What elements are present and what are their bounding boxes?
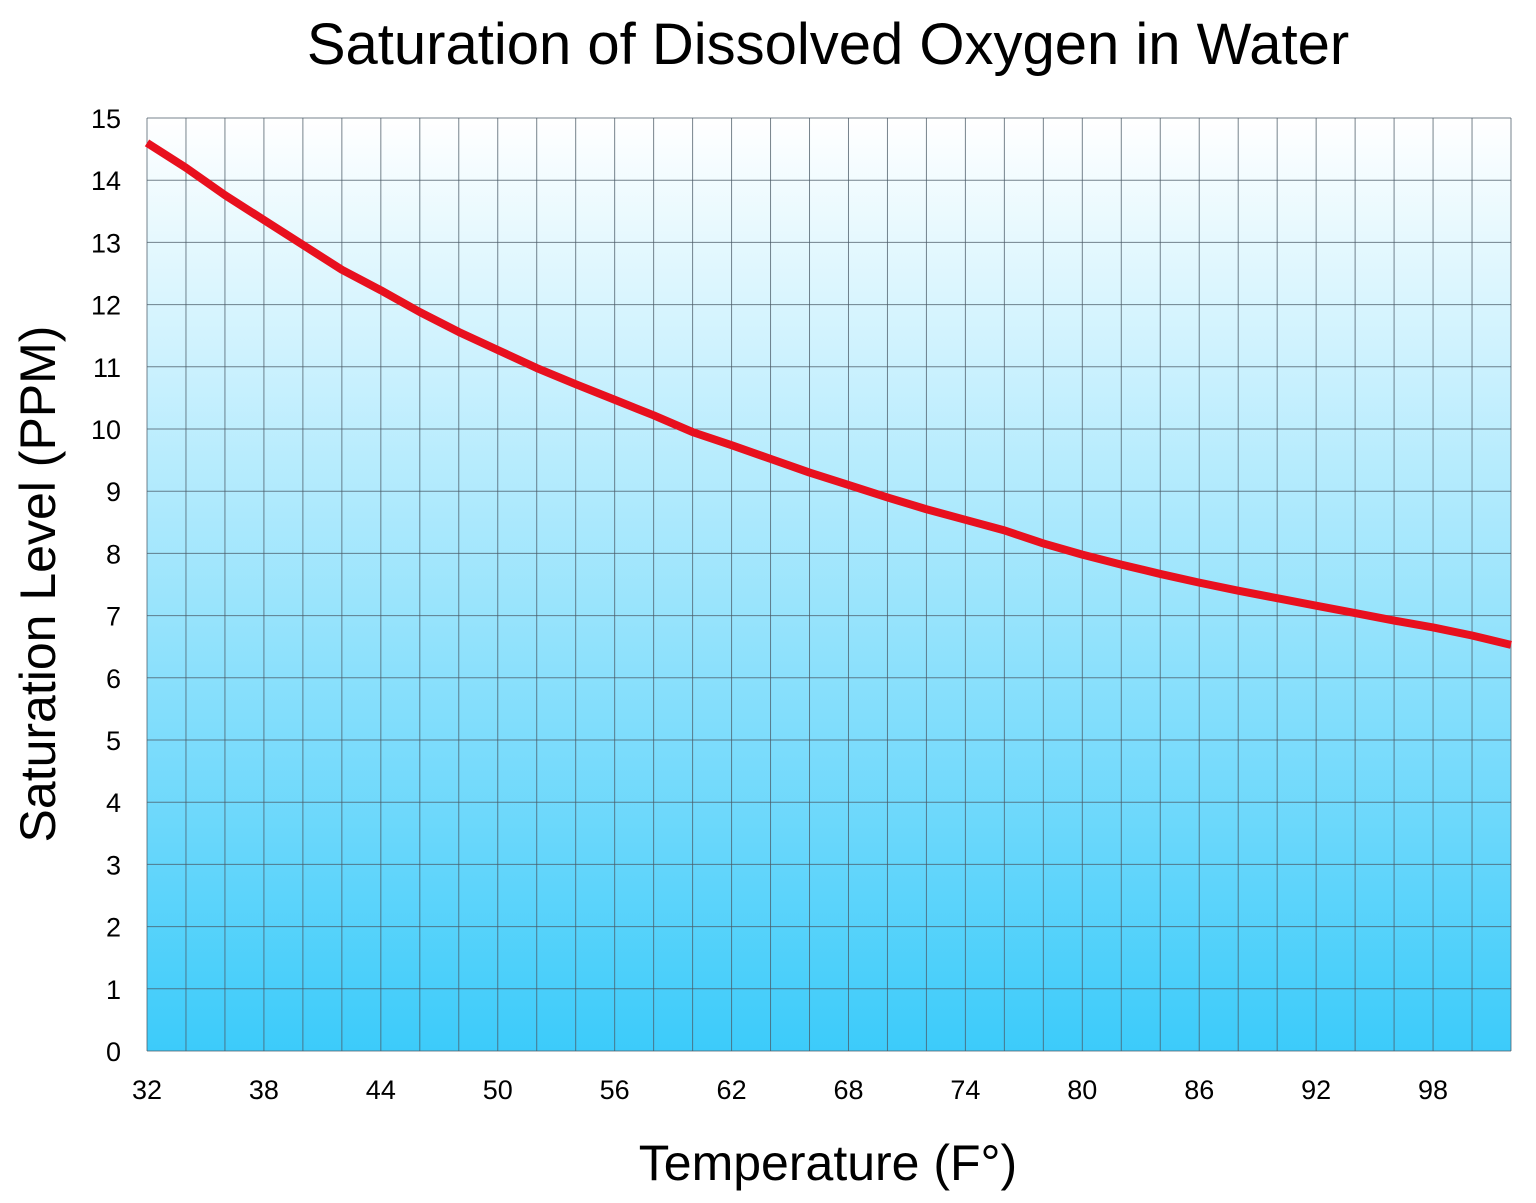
plot-area: [147, 118, 1511, 1051]
y-tick-label: 11: [93, 353, 121, 383]
chart-title: Saturation of Dissolved Oxygen in Water: [307, 12, 1349, 77]
y-tick-label: 12: [91, 291, 121, 321]
y-tick-label: 5: [106, 726, 121, 756]
x-tick-label: 62: [717, 1075, 747, 1105]
x-tick-label: 50: [483, 1075, 513, 1105]
y-tick-label: 14: [91, 166, 121, 196]
y-tick-label: 0: [106, 1037, 121, 1067]
y-tick-label: 10: [91, 415, 121, 445]
x-tick-label: 32: [132, 1075, 162, 1105]
x-tick-label: 38: [249, 1075, 279, 1105]
y-tick-label: 7: [106, 602, 121, 632]
y-tick-label: 9: [106, 477, 121, 507]
series-group: [144, 139, 1512, 649]
x-axis-ticks: 32 38 44 50 56 62 68 74 80 86 92 98: [132, 1075, 1448, 1105]
x-tick-label: 68: [833, 1075, 863, 1105]
x-tick-label: 80: [1067, 1075, 1097, 1105]
x-tick-label: 98: [1418, 1075, 1448, 1105]
y-tick-label: 15: [91, 104, 121, 134]
x-tick-label: 56: [600, 1075, 630, 1105]
y-tick-label: 3: [106, 850, 121, 880]
series-line: [144, 139, 1512, 649]
y-tick-label: 6: [106, 664, 121, 694]
y-tick-label: 2: [106, 913, 121, 943]
y-tick-label: 13: [91, 228, 121, 258]
y-axis-label: Saturation Level (PPM): [10, 326, 66, 843]
y-tick-label: 4: [106, 788, 121, 818]
y-tick-label: 8: [106, 539, 121, 569]
y-tick-label: 1: [106, 975, 121, 1005]
x-axis-label: Temperature (F°): [639, 1135, 1017, 1191]
x-tick-label: 92: [1301, 1075, 1331, 1105]
x-tick-label: 86: [1184, 1075, 1214, 1105]
x-tick-label: 74: [950, 1075, 980, 1105]
x-tick-label: 44: [366, 1075, 396, 1105]
